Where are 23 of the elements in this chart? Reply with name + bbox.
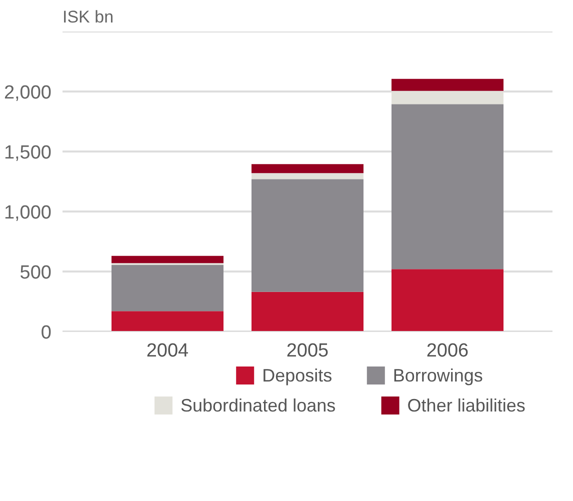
legend-label: Subordinated loans: [180, 396, 336, 416]
y-tick-label: 0: [40, 322, 52, 344]
legend-label: Deposits: [262, 366, 332, 386]
bar: [252, 292, 364, 332]
bar: [252, 179, 364, 292]
bar: [392, 104, 504, 270]
x-tick-label: 2004: [146, 340, 190, 362]
y-tick-label: 1,000: [4, 202, 52, 224]
y-tick-label: 1,500: [4, 142, 52, 164]
legend-label: Borrowings: [392, 366, 483, 386]
x-tick-label: 2006: [426, 340, 469, 362]
bar: [252, 173, 364, 180]
bar: [112, 264, 224, 312]
y-axis-title: ISK bn: [62, 8, 114, 26]
bar: [112, 311, 224, 332]
bar: [392, 269, 504, 332]
bar: [252, 164, 364, 174]
bar: [392, 78, 504, 91]
y-tick-label: 2,000: [4, 82, 52, 104]
y-tick-label: 500: [20, 262, 52, 284]
x-tick-label: 2005: [286, 340, 329, 362]
legend-label: Other liabilities: [407, 396, 526, 416]
bar: [112, 256, 224, 264]
